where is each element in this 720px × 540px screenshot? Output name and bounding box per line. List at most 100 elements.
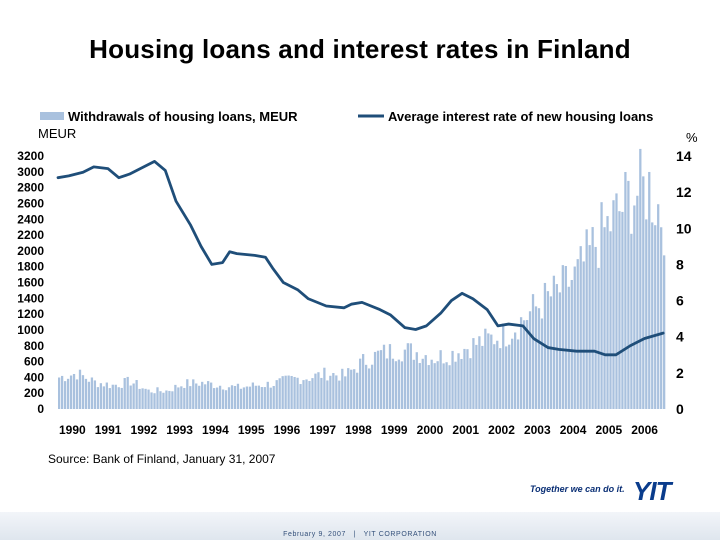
bar [549, 296, 553, 409]
bar [514, 332, 517, 409]
bar [370, 364, 374, 409]
bar [367, 368, 371, 409]
bar [379, 350, 383, 409]
bar [278, 378, 281, 409]
bar [373, 351, 377, 409]
bar [603, 227, 606, 409]
bar [81, 375, 85, 409]
bar [338, 380, 341, 409]
y-tick-left-label: 2600 [17, 196, 44, 210]
bar [445, 362, 448, 409]
bar [266, 381, 269, 409]
bar [496, 340, 499, 409]
bar [657, 204, 660, 409]
bar [227, 387, 231, 409]
bar [362, 354, 365, 409]
bar [424, 355, 427, 409]
bar [406, 343, 409, 409]
bar [329, 375, 332, 409]
bar [93, 380, 97, 409]
bar [534, 306, 538, 409]
bar [296, 377, 299, 409]
y-tick-right-label: 0 [676, 401, 684, 417]
bar [475, 344, 478, 409]
bar [218, 385, 222, 409]
bar [353, 369, 356, 409]
x-tick-label: 1993 [166, 423, 193, 437]
bar [245, 386, 249, 409]
bar [588, 245, 591, 409]
bar [269, 387, 272, 409]
x-tick-label: 1994 [202, 423, 229, 437]
bar [287, 375, 290, 409]
y-tick-right-label: 10 [676, 220, 692, 236]
bar [448, 365, 451, 409]
x-tick-label: 2003 [524, 423, 551, 437]
bar [451, 350, 454, 409]
bar [642, 176, 645, 409]
bar [153, 393, 156, 409]
bar [508, 344, 511, 409]
x-tick-label: 1998 [345, 423, 372, 437]
bar [248, 386, 252, 409]
bar [299, 384, 302, 409]
bar-series [58, 148, 666, 410]
bar [293, 376, 296, 409]
bar [290, 375, 293, 409]
x-tick-label: 1991 [95, 423, 122, 437]
bar [478, 336, 481, 409]
bar [171, 391, 174, 409]
bar [183, 387, 186, 409]
bar [400, 361, 404, 409]
y-tick-right-label: 2 [676, 365, 684, 381]
bar [123, 378, 126, 409]
bar [654, 225, 657, 409]
y-tick-left-label: 1200 [17, 307, 44, 321]
bar [645, 219, 648, 409]
y-tick-left-label: 400 [24, 370, 44, 384]
bar [108, 388, 111, 409]
bar [60, 375, 64, 409]
bar [201, 381, 204, 409]
bar [546, 291, 550, 409]
bar [147, 389, 150, 409]
bar [180, 386, 183, 409]
bar [308, 380, 311, 409]
bar [347, 368, 350, 409]
y-tick-left-label: 2400 [17, 212, 44, 226]
bar [84, 378, 88, 409]
bar [582, 261, 585, 409]
bar [132, 383, 135, 409]
bar [421, 358, 424, 409]
bar [58, 377, 61, 409]
x-tick-label: 2001 [452, 423, 479, 437]
bar [394, 361, 398, 409]
bar [69, 375, 73, 409]
x-tick-label: 2002 [488, 423, 515, 437]
bar [102, 386, 105, 409]
bar [305, 379, 308, 409]
bar [573, 266, 576, 409]
bar [364, 364, 368, 409]
y-tick-left-label: 2800 [17, 181, 44, 195]
x-tick-label: 2006 [631, 423, 658, 437]
bar [570, 279, 573, 409]
bar [212, 388, 216, 409]
page-title: Housing loans and interest rates in Finl… [89, 34, 631, 64]
bar [481, 345, 484, 409]
bar [72, 373, 76, 409]
bar [275, 380, 278, 409]
bar [165, 390, 168, 409]
bar [505, 346, 508, 409]
bar [564, 266, 567, 409]
footer: February 9, 2007 | YIT CORPORATION [0, 531, 720, 538]
bar [215, 387, 219, 409]
bar [90, 377, 94, 409]
bar [254, 385, 257, 409]
bar [415, 352, 418, 409]
bar [195, 383, 198, 409]
bar [531, 294, 535, 409]
bar [460, 358, 463, 409]
y-tick-left-label: 1400 [17, 291, 44, 305]
